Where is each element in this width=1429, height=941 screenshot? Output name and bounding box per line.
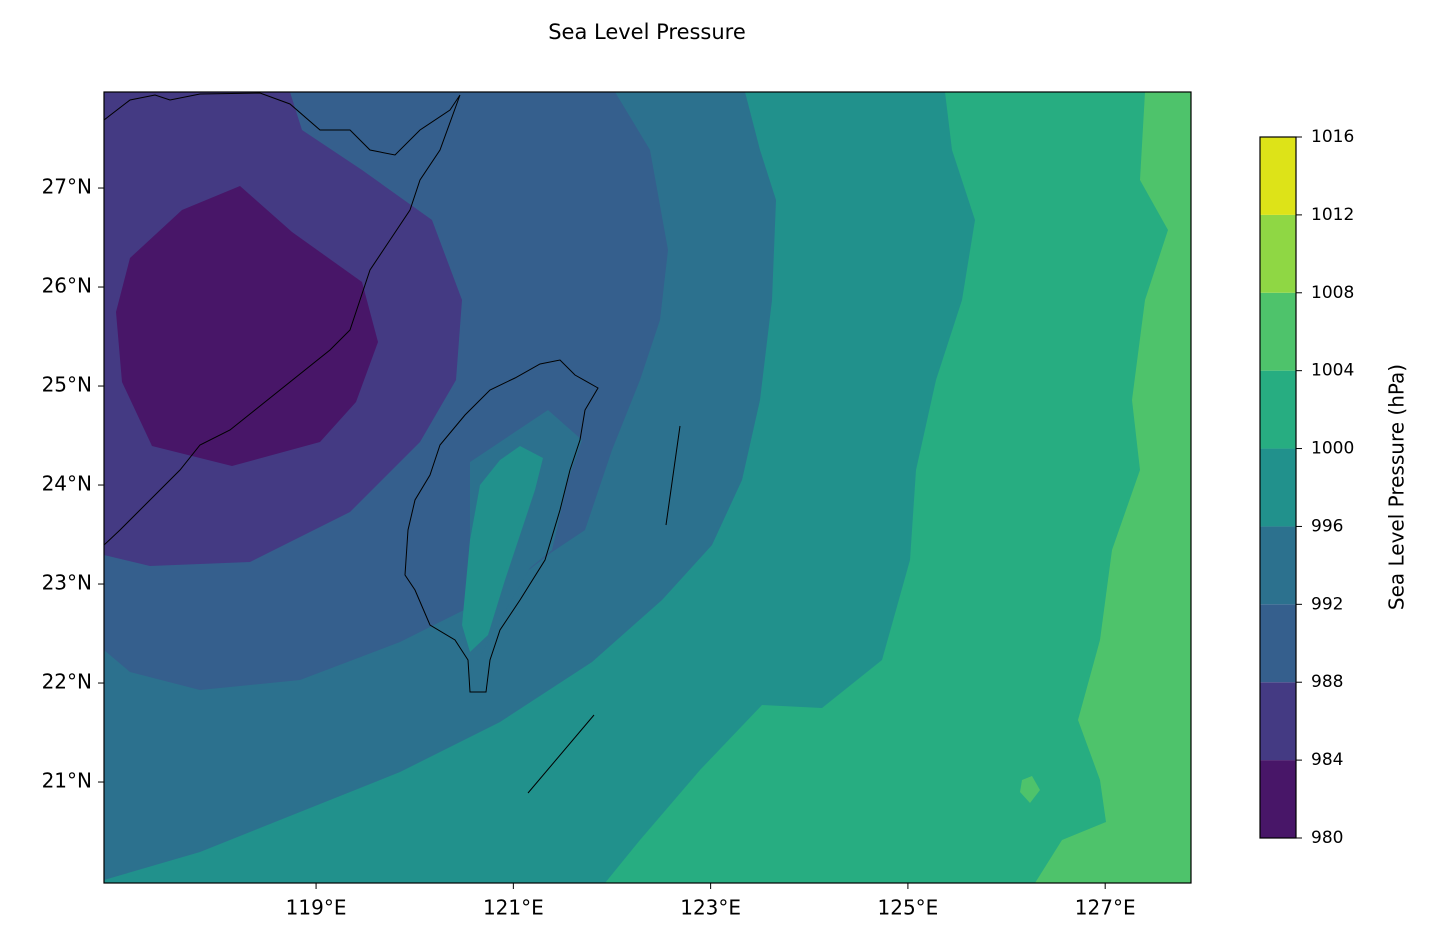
colorbar-tick-label: 1016 <box>1311 127 1354 147</box>
x-tick-label: 123°E <box>680 896 741 920</box>
colorbar-tick-label: 1000 <box>1311 439 1354 459</box>
y-tick-label: 22°N <box>42 670 92 694</box>
plot-frame <box>103 91 1192 884</box>
y-tick-label: 21°N <box>42 769 92 793</box>
coastlines <box>104 92 681 794</box>
colorbar-tick-label: 988 <box>1311 672 1343 692</box>
colorbar-tick-label: 1004 <box>1311 361 1354 381</box>
pressure-band <box>462 446 543 652</box>
colorbar-label: Sea Level Pressure (hPa) <box>1385 364 1409 610</box>
colorbar-segment <box>1260 292 1296 371</box>
x-tick-label: 125°E <box>878 896 939 920</box>
y-tick-label: 25°N <box>42 373 92 397</box>
colorbar-segment <box>1260 526 1296 605</box>
colorbar-segment <box>1260 604 1296 683</box>
y-tick-label: 24°N <box>42 472 92 496</box>
y-tick-label: 27°N <box>42 175 92 199</box>
taiwan-coast <box>404 359 599 693</box>
y-tick-label: 23°N <box>42 571 92 595</box>
y-tick-label: 26°N <box>42 274 92 298</box>
pressure-band <box>1020 776 1040 803</box>
colorbar-segment <box>1260 214 1296 293</box>
colorbar-tick-label: 992 <box>1311 594 1343 614</box>
colorbar-tick-label: 980 <box>1311 828 1343 848</box>
colorbar-tick-label: 1008 <box>1311 283 1354 303</box>
mainland-coast <box>104 92 461 546</box>
line-feature <box>665 425 681 526</box>
colorbar-tick-label: 984 <box>1311 750 1343 770</box>
colorbar-tick-label: 1012 <box>1311 205 1354 225</box>
colorbar-segment <box>1260 137 1296 215</box>
colorbar-segment <box>1260 370 1296 449</box>
x-tick-label: 119°E <box>286 896 347 920</box>
contour-field <box>104 92 1191 883</box>
pressure-band <box>116 186 378 466</box>
colorbar-segment <box>1260 682 1296 761</box>
line-feature <box>527 714 595 794</box>
colorbar-segment <box>1260 448 1296 527</box>
x-tick-label: 121°E <box>483 896 544 920</box>
colorbar-frame <box>1259 136 1297 839</box>
colorbar-segment <box>1260 760 1296 838</box>
colorbar-tick-label: 996 <box>1311 516 1343 536</box>
chart-title: Sea Level Pressure <box>548 20 746 44</box>
x-tick-label: 127°E <box>1075 896 1136 920</box>
